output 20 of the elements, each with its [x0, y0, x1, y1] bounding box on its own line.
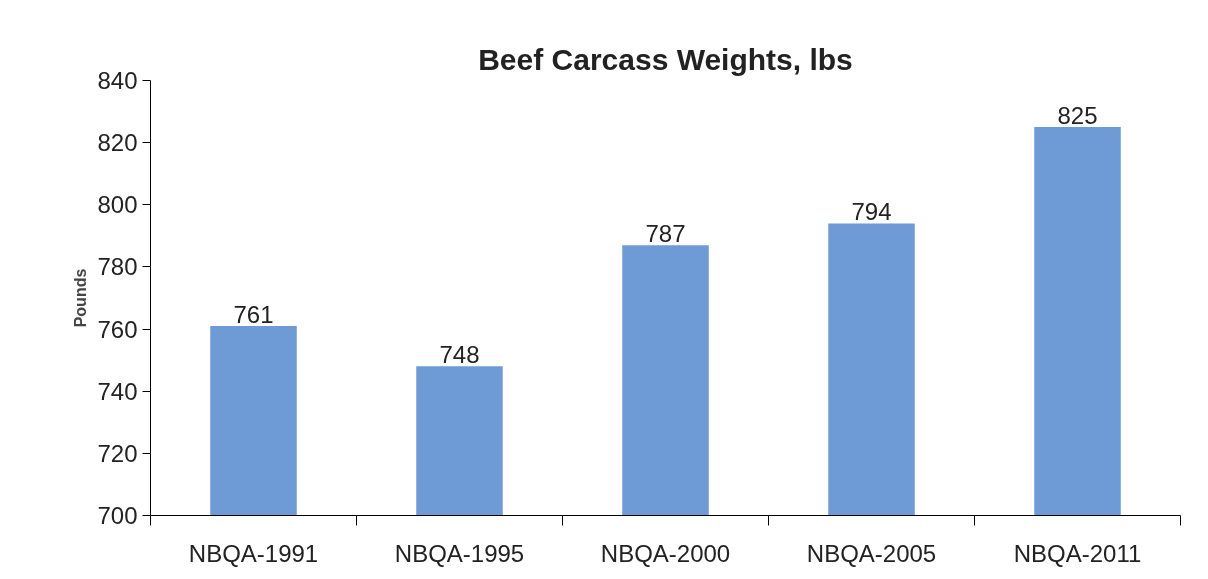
y-tick-label: 760 [97, 315, 138, 343]
chart-title: Beef Carcass Weights, lbs [478, 42, 853, 76]
y-axis-title: Pounds [72, 268, 90, 328]
y-tick-label: 700 [97, 502, 138, 529]
y-tick-label: 840 [97, 67, 138, 94]
data-label: 794 [851, 198, 892, 226]
data-label: 825 [1057, 102, 1098, 130]
y-tick-label: 720 [97, 439, 138, 467]
y-tick-label: 800 [97, 191, 138, 219]
data-label: 748 [439, 341, 480, 369]
x-tick-label: NBQA-2000 [600, 539, 731, 567]
x-tick-label: NBQA-2005 [806, 539, 937, 567]
x-tick-label: NBQA-1995 [394, 539, 525, 567]
x-tick-label: NBQA-2011 [1013, 539, 1142, 567]
y-tick-label: 780 [97, 253, 138, 281]
y-tick-label: 740 [97, 377, 138, 405]
data-label: 761 [233, 300, 274, 328]
y-tick-label: 820 [97, 129, 138, 157]
data-label: 787 [645, 220, 686, 248]
x-tick-label: NBQA-1991 [188, 539, 319, 567]
